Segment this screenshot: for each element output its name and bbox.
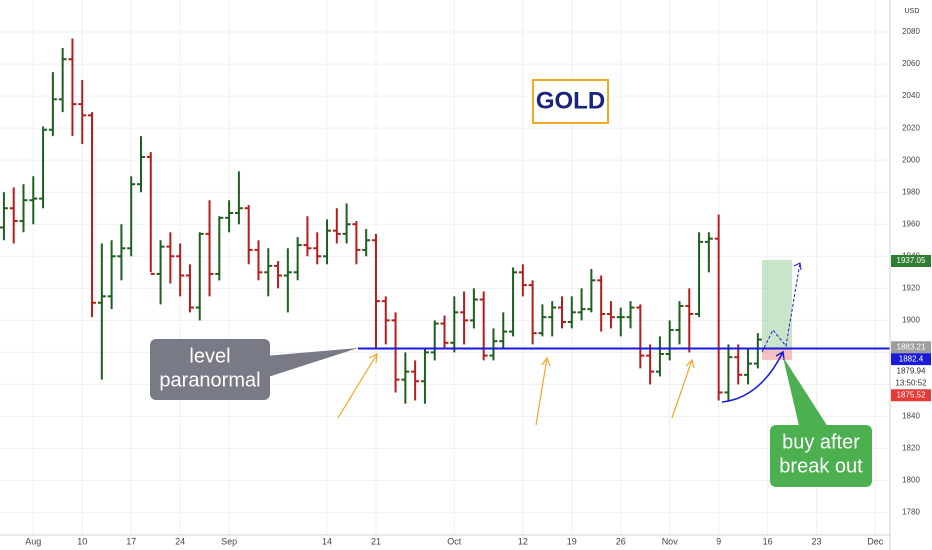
arrow-head	[368, 352, 378, 364]
buy-label: buy after	[782, 431, 860, 453]
target-zone	[762, 260, 792, 348]
x-tick-label: Sep	[221, 536, 237, 546]
stop-zone	[762, 348, 792, 360]
x-tick-label: 23	[812, 536, 822, 546]
x-tick-label: 17	[126, 536, 136, 546]
y-tick-label: 2060	[902, 59, 920, 68]
buy-callout	[770, 425, 872, 487]
orange-arrow	[671, 359, 693, 419]
x-tick-label: Nov	[662, 536, 679, 546]
chart-title: GOLD	[536, 87, 605, 114]
y-tick-label: 1900	[902, 315, 920, 324]
arrow-head	[775, 350, 785, 361]
y-tick-label: 2000	[902, 155, 920, 164]
level-label: paranormal	[159, 369, 260, 391]
y-tick-label: 1800	[902, 476, 920, 485]
price-tag-label: 13:50:52	[895, 378, 927, 387]
callout-pointer	[783, 357, 830, 430]
y-tick-label: 2040	[902, 91, 920, 100]
arrow-head	[793, 262, 802, 271]
grid	[0, 0, 890, 535]
x-tick-label: 24	[175, 536, 185, 546]
x-tick-label: 21	[371, 536, 381, 546]
y-tick-label: 1840	[902, 412, 920, 421]
x-tick-label: 16	[763, 536, 773, 546]
title-box	[532, 79, 609, 124]
orange-arrow	[337, 353, 378, 419]
y-tick-label: 2080	[902, 27, 920, 36]
price-tag	[891, 255, 931, 268]
callout-pointer	[265, 348, 358, 378]
buy-label: break out	[779, 455, 863, 477]
curve-arrow	[721, 351, 784, 403]
price-tag	[891, 389, 931, 402]
overlay	[337, 262, 890, 426]
y-tick-label: 1920	[902, 283, 920, 292]
orange-arrow	[535, 357, 548, 426]
x-tick-label: 26	[616, 536, 626, 546]
price-tags: 1937.05 1883.21 1882.4 1879.94 13:50:52 1875.…	[891, 255, 931, 402]
level-callout	[150, 339, 270, 400]
x-tick-label: 12	[518, 536, 528, 546]
x-tick-label: Aug	[25, 536, 41, 546]
price-tag	[891, 365, 931, 378]
price-tag	[891, 353, 931, 366]
price-tag-label: 1882.4	[899, 354, 924, 363]
price-tag-label: 1883.21	[897, 342, 926, 351]
x-tick-label: 9	[716, 536, 721, 546]
unit-label: USD	[905, 8, 920, 15]
bars	[0, 38, 762, 404]
price-tag	[891, 341, 931, 354]
y-tick-label: 1960	[902, 219, 920, 228]
x-tick-label: Oct	[447, 536, 462, 546]
y-tick-label: 1780	[902, 508, 920, 517]
y-tick-label: 1820	[902, 444, 920, 453]
level-label: level	[189, 345, 230, 367]
price-tag-label: 1937.05	[897, 256, 926, 265]
x-tick-label: 10	[77, 536, 87, 546]
arrow-head	[541, 356, 551, 367]
x-tick-label: Dec	[867, 536, 884, 546]
x-tick-label: 19	[567, 536, 577, 546]
price-tag-label: 1879.94	[897, 366, 926, 375]
y-tick-label: 2020	[902, 123, 920, 132]
arrow-head	[685, 358, 695, 369]
y-tick-label: 1980	[902, 187, 920, 196]
price-tag-label: 1875.52	[897, 390, 926, 399]
x-tick-label: 14	[322, 536, 332, 546]
projection-path	[761, 262, 801, 353]
price-tag	[891, 377, 931, 390]
